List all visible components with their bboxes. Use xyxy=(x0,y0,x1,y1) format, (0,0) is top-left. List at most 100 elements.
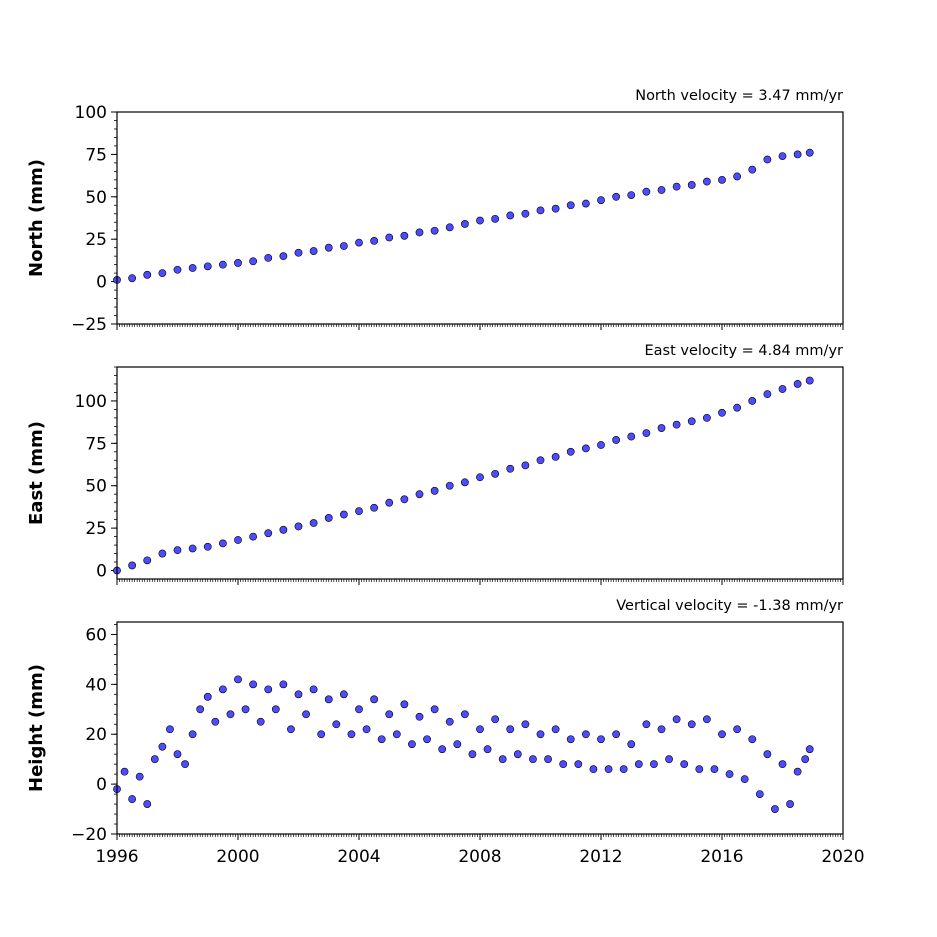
data-point xyxy=(309,685,318,694)
data-point xyxy=(203,262,212,271)
data-point xyxy=(385,498,394,507)
data-point xyxy=(657,424,666,432)
data-point xyxy=(234,675,242,684)
data-point xyxy=(778,152,787,160)
data-point xyxy=(256,717,265,726)
data-point xyxy=(423,735,431,744)
x-tick-label: 2004 xyxy=(337,847,380,867)
data-point xyxy=(355,238,363,247)
data-point xyxy=(793,380,802,388)
data-point xyxy=(566,735,575,744)
data-point xyxy=(483,745,492,754)
east-data-points xyxy=(113,376,814,575)
data-point xyxy=(733,172,742,181)
data-point xyxy=(521,461,530,470)
east-plot-frame xyxy=(116,366,844,580)
data-point xyxy=(627,740,636,749)
data-point xyxy=(339,510,348,519)
data-point xyxy=(181,760,189,769)
data-point xyxy=(559,760,568,769)
data-point xyxy=(355,705,363,714)
data-point xyxy=(778,760,787,769)
data-point xyxy=(491,715,500,724)
data-point xyxy=(453,740,462,749)
east-velocity-title: East velocity = 4.84 mm/yr xyxy=(644,343,843,359)
data-point xyxy=(642,720,651,729)
data-point xyxy=(672,182,681,191)
data-point xyxy=(264,529,273,538)
data-point xyxy=(302,710,310,719)
data-point xyxy=(234,536,242,544)
data-point xyxy=(687,417,696,426)
data-point xyxy=(793,767,802,776)
data-point xyxy=(377,735,386,744)
data-point xyxy=(309,519,318,527)
data-point xyxy=(362,725,371,734)
data-point xyxy=(415,490,424,499)
data-point xyxy=(506,725,515,734)
data-point xyxy=(805,745,814,754)
data-point xyxy=(158,269,167,278)
data-point xyxy=(249,532,258,541)
data-point xyxy=(650,760,658,769)
data-point xyxy=(460,220,469,228)
data-point xyxy=(642,429,651,438)
data-point xyxy=(544,755,552,764)
data-point xyxy=(551,204,560,213)
data-point xyxy=(294,248,303,257)
x-tick-label: 2000 xyxy=(216,847,259,867)
data-point xyxy=(551,452,560,461)
data-point xyxy=(642,187,651,196)
y-tick-label: 0 xyxy=(96,562,107,582)
data-point xyxy=(400,700,409,709)
data-point xyxy=(566,201,575,210)
data-point xyxy=(733,725,742,734)
data-point xyxy=(135,772,144,781)
data-point xyxy=(718,408,726,417)
data-point xyxy=(324,514,333,522)
data-point xyxy=(529,755,537,764)
data-point xyxy=(400,231,409,240)
height-panel: Vertical velocity = -1.38 mm/yr Height (… xyxy=(26,598,865,867)
data-point xyxy=(385,233,394,242)
data-point xyxy=(279,525,288,534)
y-tick-label: 25 xyxy=(85,230,107,250)
y-tick-label: 20 xyxy=(85,725,107,745)
north-data-points xyxy=(113,148,814,284)
data-point xyxy=(627,191,636,199)
data-point xyxy=(173,265,182,274)
data-point xyxy=(218,685,227,694)
data-point xyxy=(763,390,772,399)
vertical-velocity-title: Vertical velocity = -1.38 mm/yr xyxy=(616,598,843,614)
data-point xyxy=(589,765,598,774)
data-point xyxy=(279,252,288,261)
data-point xyxy=(218,260,227,269)
data-point xyxy=(763,750,772,759)
data-point xyxy=(513,750,522,759)
data-point xyxy=(188,264,197,272)
y-tick-label: 50 xyxy=(85,477,107,497)
data-point xyxy=(786,800,794,808)
data-point xyxy=(370,503,379,512)
height-y-axis-label: Height (mm) xyxy=(26,664,47,792)
data-point xyxy=(612,192,621,201)
data-point xyxy=(476,216,484,225)
data-point xyxy=(748,397,757,405)
data-point xyxy=(158,549,167,558)
data-point xyxy=(597,196,605,205)
data-point xyxy=(536,730,545,739)
data-point xyxy=(566,447,575,456)
data-point xyxy=(733,403,742,412)
data-point xyxy=(203,542,212,551)
data-point xyxy=(718,730,726,739)
data-point xyxy=(249,257,258,266)
data-point xyxy=(476,473,484,482)
data-point xyxy=(468,750,477,759)
data-point xyxy=(680,760,689,769)
data-point xyxy=(385,710,394,719)
data-point xyxy=(634,760,643,769)
data-point xyxy=(279,680,288,689)
y-tick-label: 0 xyxy=(96,273,107,293)
data-point xyxy=(778,385,787,393)
data-point xyxy=(264,253,273,262)
